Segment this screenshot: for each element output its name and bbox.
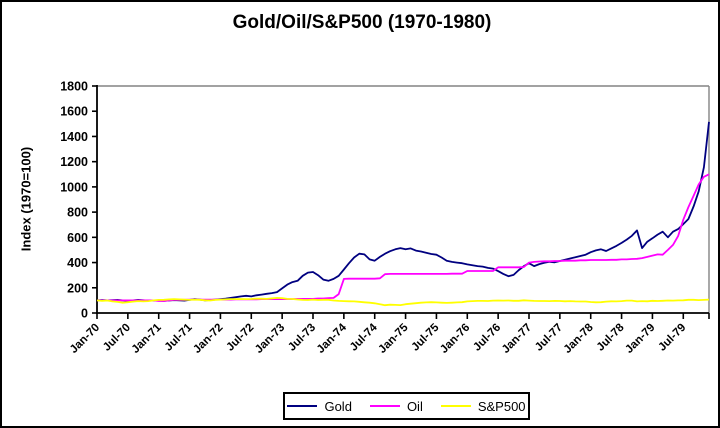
x-tick-label: Jul-71 — [163, 321, 195, 353]
oil-line-swatch — [369, 405, 400, 407]
x-tick-label: Jul-74 — [348, 321, 380, 353]
legend-entry-sp500: S&P500 — [440, 398, 526, 414]
sp500-line-swatch — [440, 405, 471, 407]
y-tick-label: 200 — [67, 281, 88, 295]
x-tick-label: Jul-79 — [656, 322, 688, 354]
legend-label-sp500: S&P500 — [477, 398, 526, 414]
x-tick-label: Jan-76 — [438, 322, 472, 356]
x-tick-label: Jan-77 — [500, 322, 534, 356]
x-tick-label: Jul-73 — [286, 322, 318, 354]
y-tick-label: 1200 — [60, 155, 88, 169]
x-tick-label: Jan-70 — [68, 322, 102, 356]
y-tick-label: 800 — [67, 206, 88, 220]
legend: Gold Oil S&P500 — [283, 392, 530, 420]
gold-line-swatch — [287, 405, 318, 407]
sp500-line — [96, 296, 710, 307]
y-tick-label: 1600 — [60, 105, 88, 119]
x-tick-label: Jul-78 — [595, 321, 627, 353]
x-tick-label: Jan-72 — [191, 322, 225, 356]
x-tick-label: Jul-76 — [471, 322, 503, 354]
x-tick-label: Jan-74 — [315, 321, 350, 356]
legend-label-gold: Gold — [324, 398, 352, 414]
legend-entry-oil: Oil — [369, 398, 423, 414]
x-tick-label: Jul-77 — [533, 322, 565, 354]
chart-title: Gold/Oil/S&P500 (1970-1980) — [232, 12, 492, 33]
x-tick-label: Jan-71 — [130, 321, 165, 356]
y-tick-label: 600 — [67, 231, 88, 245]
legend-entry-gold: Gold — [287, 398, 352, 414]
x-tick-label: Jan-75 — [376, 321, 411, 356]
x-tick-label: Jul-70 — [101, 322, 133, 354]
y-tick-label: 1400 — [60, 130, 88, 144]
x-tick-label: Jan-79 — [623, 322, 657, 356]
legend-label-oil: Oil — [406, 398, 423, 414]
y-tick-label: 1000 — [60, 180, 88, 194]
x-tick-label: Jul-72 — [224, 322, 256, 354]
y-tick-label: 400 — [67, 256, 88, 270]
x-tick-label: Jul-75 — [410, 321, 442, 353]
y-tick-label: 1800 — [60, 80, 88, 94]
x-tick-label: Jan-78 — [562, 321, 597, 356]
y-tick-label: 0 — [81, 307, 88, 321]
oil-line — [97, 173, 710, 302]
x-tick-label: Jan-73 — [253, 322, 287, 356]
